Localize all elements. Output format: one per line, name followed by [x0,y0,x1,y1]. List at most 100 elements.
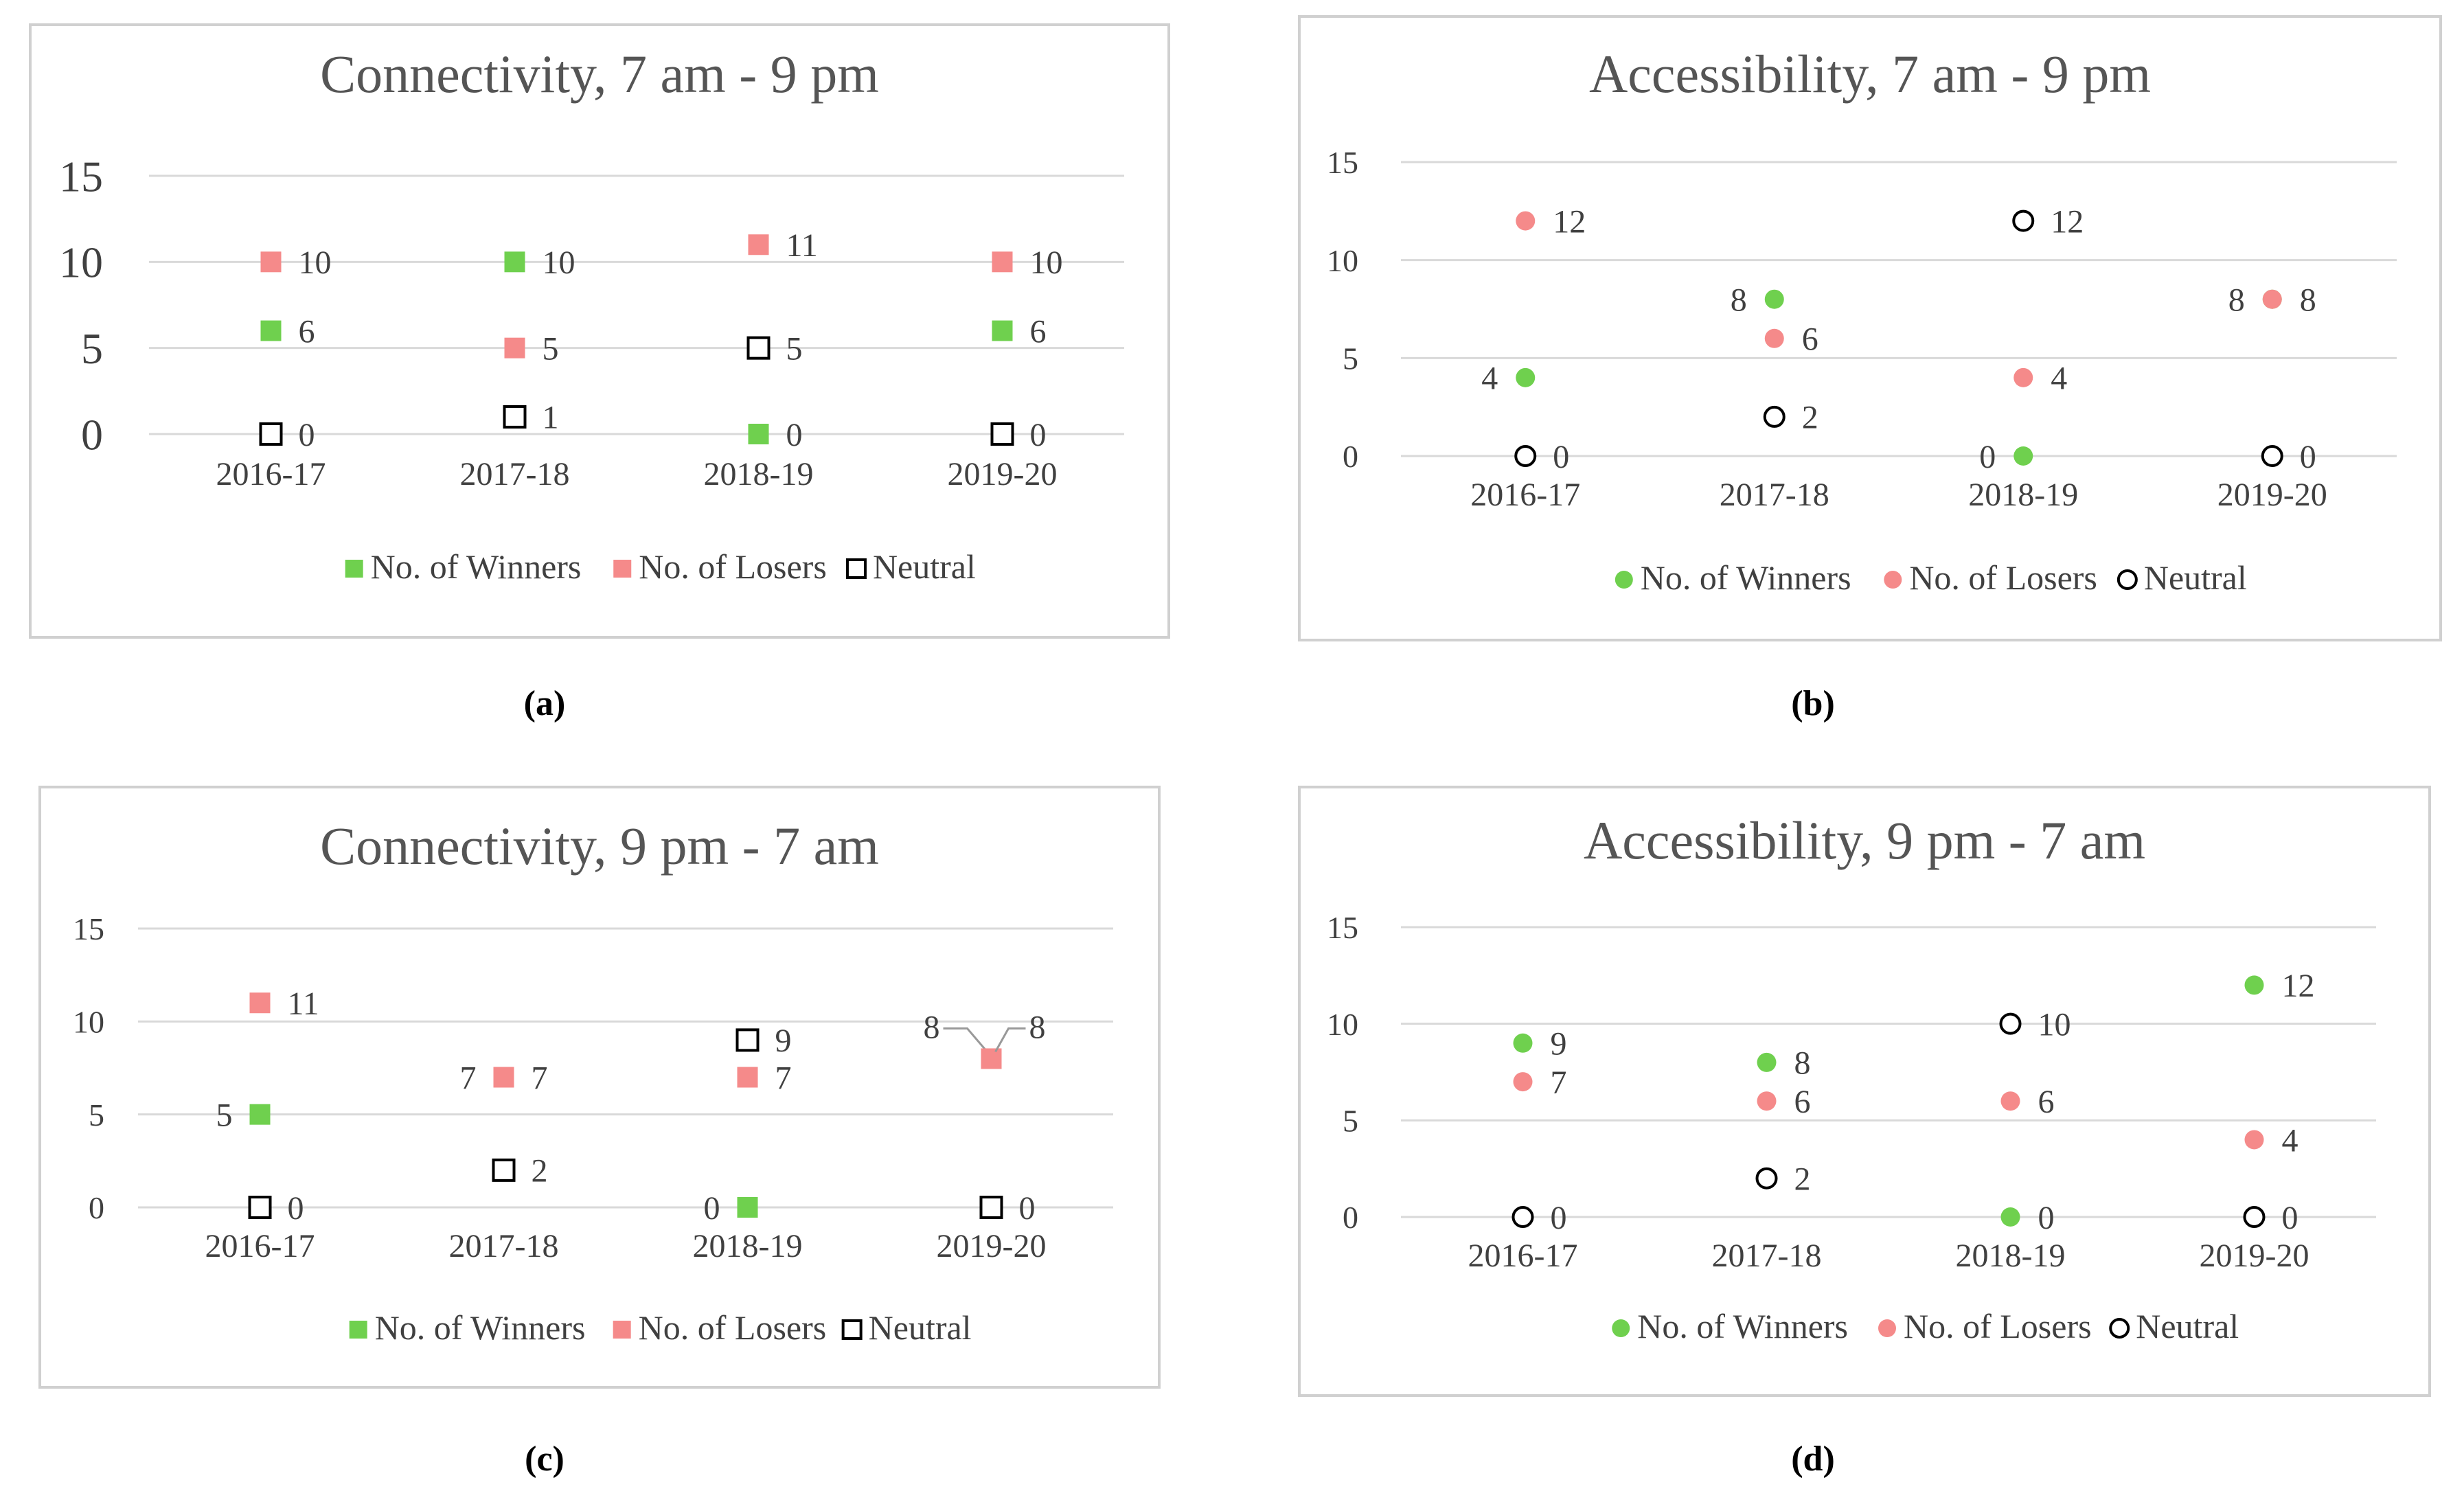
losers-marker [2014,367,2033,387]
data-label: 0 [1551,1200,1567,1236]
neutral-marker [746,336,771,360]
chart-title: Accessibility, 7 am - 9 pm [1589,44,2151,104]
data-label: 8 [1731,282,1747,319]
chart-svg: Accessibility, 7 am - 9 pm 0 5 10 15 2016-17 2… [1298,15,2442,641]
data-label: 0 [2300,439,2316,475]
losers-marker [2262,289,2282,309]
legend-item-losers: No. of Losers [613,547,827,586]
legend-swatch-neutral [2117,569,2138,590]
data-label: 7 [775,1060,792,1096]
legend-swatch-losers [613,1321,631,1339]
chart-frame [1298,786,2431,1397]
legend-swatch-winners [349,1321,367,1339]
legend-swatch-winners [345,560,363,578]
caption-b: (b) [1791,684,1835,723]
data-label: 12 [2051,203,2084,240]
legend-item-winners: No. of Winners [1615,558,1851,597]
y-tick-label: 10 [1327,243,1358,278]
data-label: 10 [2038,1006,2071,1043]
winners-marker [1513,1033,1533,1053]
legend-item-neutral: Neutral [845,547,976,586]
data-label: 0 [1979,439,1996,475]
x-category-label: 2016-17 [1470,477,1580,513]
x-category-label: 2018-19 [693,1228,803,1264]
legend-swatch-losers [1884,571,1902,589]
x-category-label: 2016-17 [216,456,326,492]
winners-marker [2014,446,2033,466]
y-tick-label: 15 [1327,910,1358,945]
x-category-label: 2018-19 [1956,1238,2066,1274]
y-tick-label: 0 [1343,1200,1358,1235]
winners-marker [260,320,282,341]
y-tick-label: 10 [1327,1007,1358,1042]
legend-label: Neutral [2136,1307,2239,1345]
data-label: 12 [1553,203,1586,240]
y-tick-label: 5 [1343,1103,1358,1138]
losers-marker [1513,1072,1533,1092]
x-category-label: 2018-19 [1968,477,2078,513]
data-label: 2 [532,1153,548,1190]
data-label: 0 [1553,439,1569,475]
data-label: 0 [2038,1200,2055,1236]
losers-marker [1516,211,1536,231]
data-label: 7 [460,1060,477,1096]
data-label: 6 [1802,321,1818,358]
legend-item-losers: No. of Losers [1878,1307,2092,1345]
x-category-label: 2018-19 [704,456,814,492]
legend-label: Neutral [873,547,976,586]
legend-item-winners: No. of Winners [349,1308,585,1347]
legend-label: No. of Winners [371,547,582,586]
legend-label: No. of Losers [1909,558,2097,597]
losers-marker [2244,1130,2264,1150]
legend-item-losers: No. of Losers [1884,558,2097,597]
leader-line [994,1027,1026,1053]
legend-swatch-neutral [2109,1318,2130,1339]
data-label: 8 [1794,1045,1811,1082]
data-label: 0 [1030,417,1047,453]
losers-marker [1764,328,1784,348]
y-tick-label: 0 [1343,439,1358,474]
x-category-label: 2019-20 [2200,1238,2309,1274]
x-category-label: 2017-18 [460,456,570,492]
data-label: 8 [2300,282,2316,319]
legend-swatch-neutral [845,558,867,579]
winners-marker [748,424,769,444]
y-tick-label: 15 [1327,145,1358,180]
data-label: 2 [1794,1161,1811,1198]
losers-marker [249,992,271,1014]
legend-label: No. of Losers [639,547,827,586]
neutral-marker [1514,445,1537,467]
data-label: 4 [2051,361,2067,397]
data-label: 10 [299,244,332,281]
data-label: 12 [2282,968,2315,1004]
data-label: 11 [786,227,818,264]
legend-item-losers: No. of Losers [613,1308,826,1347]
legend-item-winners: No. of Winners [1612,1307,1848,1345]
x-category-label: 2016-17 [205,1228,315,1264]
x-category-label: 2019-20 [2217,477,2327,513]
chart-panel-a: Connectivity, 7 am - 9 pm 0 5 10 15 2016-17 20… [29,23,1170,639]
caption-c: (c) [525,1440,564,1479]
neutral-marker [2012,209,2035,232]
data-label: 5 [786,330,803,367]
y-tick-label: 10 [59,238,103,287]
chart-title: Accessibility, 9 pm - 7 am [1584,810,2145,870]
data-label: 0 [299,417,315,453]
y-tick-label: 10 [73,1004,104,1039]
y-tick-label: 15 [73,911,104,946]
neutral-marker [2243,1206,2266,1228]
losers-marker [737,1067,758,1088]
data-label: 0 [786,417,803,453]
neutral-marker [2261,445,2283,467]
legend-swatch-neutral [841,1319,863,1340]
y-tick-label: 5 [1343,341,1358,376]
legend-label: No. of Winners [1637,1307,1848,1345]
data-label: 7 [532,1060,548,1096]
winners-marker [992,320,1013,341]
legend-label: No. of Losers [1904,1307,2092,1345]
data-label: 5 [216,1097,233,1133]
chart-frame [38,786,1161,1389]
neutral-marker [1512,1206,1534,1228]
winners-marker [249,1104,271,1125]
